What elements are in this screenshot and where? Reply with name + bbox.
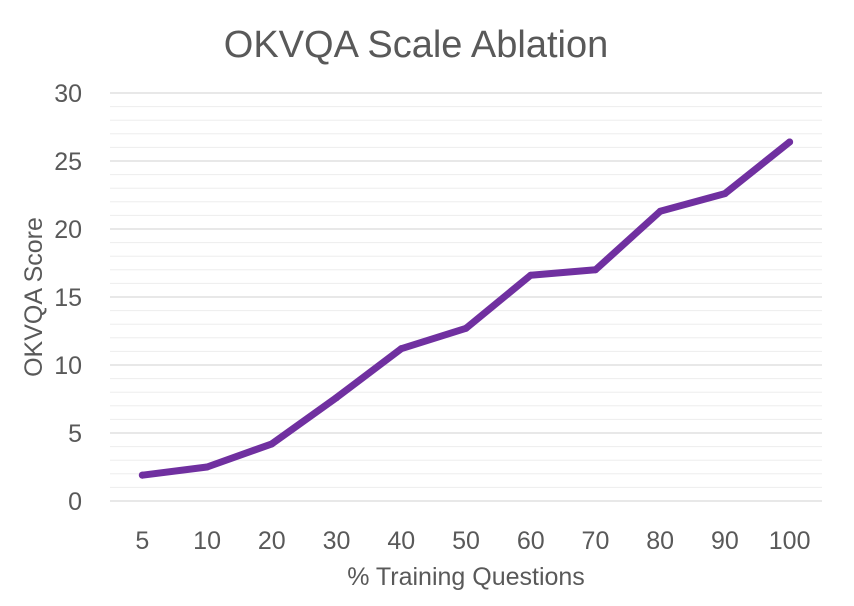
x-tick-label: 50 xyxy=(452,527,480,555)
data-point xyxy=(721,190,729,198)
gridlines xyxy=(110,92,822,502)
y-axis-label: OKVQA Score xyxy=(20,217,48,377)
data-point xyxy=(138,471,146,479)
x-tick-label: 90 xyxy=(711,527,739,555)
y-tick-label: 20 xyxy=(54,216,82,244)
y-tick-label: 5 xyxy=(68,420,82,448)
y-axis-ticks: 0 5 10 15 20 25 30 xyxy=(54,80,82,516)
x-tick-label: 80 xyxy=(646,527,674,555)
data-point xyxy=(786,138,794,146)
y-tick-label: 30 xyxy=(54,80,82,108)
y-tick-label: 0 xyxy=(68,488,82,516)
data-point xyxy=(527,271,535,279)
data-point xyxy=(397,345,405,353)
chart-title: OKVQA Scale Ablation xyxy=(224,24,608,66)
data-point xyxy=(333,394,341,402)
x-tick-label: 40 xyxy=(387,527,415,555)
y-tick-label: 15 xyxy=(54,284,82,312)
x-axis-label: % Training Questions xyxy=(347,563,585,591)
series-group xyxy=(138,138,794,479)
x-tick-label: 30 xyxy=(323,527,351,555)
x-tick-label: 60 xyxy=(517,527,545,555)
x-tick-label: 5 xyxy=(135,527,149,555)
x-tick-label: 20 xyxy=(258,527,286,555)
x-tick-label: 10 xyxy=(193,527,221,555)
data-point xyxy=(268,440,276,448)
x-axis-ticks: 5 10 20 30 40 50 60 70 80 90 100 xyxy=(135,527,810,555)
data-point xyxy=(203,463,211,471)
y-tick-label: 25 xyxy=(54,148,82,176)
series-line xyxy=(138,138,794,479)
x-tick-label: 100 xyxy=(769,527,811,555)
y-tick-label: 10 xyxy=(54,352,82,380)
data-point xyxy=(656,207,664,215)
data-point xyxy=(591,266,599,274)
x-tick-label: 70 xyxy=(582,527,610,555)
data-point xyxy=(462,324,470,332)
